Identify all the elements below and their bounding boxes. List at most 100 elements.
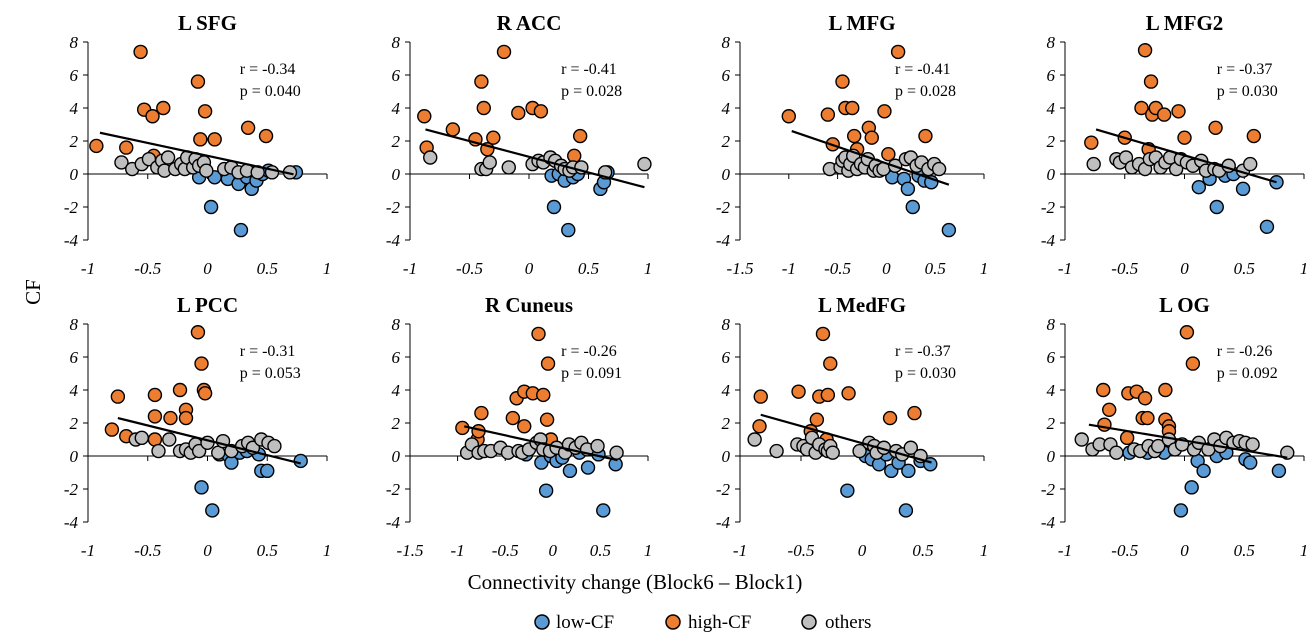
point-low-cf: [205, 503, 220, 518]
regression-line: [464, 425, 618, 462]
point-high-cf: [511, 105, 526, 121]
x-tick-label: -1: [1058, 259, 1072, 278]
y-tick-label: -4: [386, 231, 401, 250]
point-others: [482, 155, 497, 170]
point-low-cf: [1271, 463, 1287, 479]
x-tick-label: -0.5: [134, 259, 161, 278]
y-tick-label: 0: [70, 447, 79, 466]
x-tick-label: 0: [1180, 541, 1189, 560]
x-tick-label: 0.5: [590, 541, 611, 560]
point-high-cf: [156, 100, 171, 116]
point-high-cf: [486, 130, 501, 145]
x-tick-label: -1: [451, 541, 465, 560]
point-others: [903, 440, 918, 455]
point-high-cf: [1140, 410, 1155, 426]
point-low-cf: [901, 463, 916, 479]
regression-line: [1088, 423, 1288, 459]
point-high-cf: [445, 122, 461, 137]
y-tick-label: -4: [1041, 231, 1056, 250]
y-tick-label: 4: [1047, 381, 1056, 400]
y-tick-label: 0: [70, 165, 79, 184]
y-tick-label: 6: [1047, 348, 1056, 367]
x-tick-label: -0.5: [134, 541, 161, 560]
point-high-cf: [1137, 391, 1153, 406]
point-low-cf: [1196, 463, 1211, 479]
legend: low-CF high-CF others: [534, 612, 871, 633]
y-tick-label: -2: [386, 480, 401, 499]
point-others: [852, 443, 867, 459]
x-tick-label: 0: [882, 259, 891, 278]
panel-title: L MFG: [828, 11, 895, 35]
correlation-r: r = -0.34: [240, 61, 296, 78]
y-tick-label: 8: [722, 315, 731, 334]
point-high-cf: [110, 389, 126, 404]
point-high-cf: [145, 109, 160, 124]
correlation-r: r = -0.26: [561, 343, 617, 360]
x-tick-label: 0: [858, 541, 867, 560]
point-high-cf: [864, 130, 879, 145]
y-tick-label: 8: [1047, 315, 1056, 334]
point-high-cf: [1119, 430, 1135, 446]
point-high-cf: [752, 419, 767, 434]
point-high-cf: [207, 132, 222, 147]
y-tick-label: 2: [70, 414, 79, 433]
y-tick-label: -4: [386, 513, 401, 532]
x-tick-label: 1: [323, 541, 332, 560]
point-high-cf: [89, 138, 104, 154]
point-high-cf: [531, 326, 546, 342]
series-high-cf: [1096, 325, 1201, 446]
point-high-cf: [119, 140, 134, 155]
point-low-cf: [1191, 179, 1207, 195]
point-low-cf: [1235, 181, 1251, 197]
series-others: [128, 430, 282, 460]
point-high-cf: [1097, 417, 1112, 432]
y-tick-label: 4: [722, 381, 731, 400]
y-tick-label: 2: [70, 132, 79, 151]
point-low-cf: [561, 222, 576, 238]
point-high-cf: [190, 74, 206, 89]
y-tick-label: -4: [1041, 513, 1056, 532]
y-tick-label: 4: [70, 381, 79, 400]
legend-marker-low-cf: [534, 614, 550, 630]
point-others: [267, 438, 282, 454]
y-tick-label: 4: [392, 99, 401, 118]
y-tick-label: -2: [64, 198, 79, 217]
panel-l-pcc: -4 -2 0 2 4 6 8 -1 -0.5 0 0.5 1 L PCC r = -0.31 p = 0.…: [64, 293, 331, 560]
x-tick-label: 1: [980, 541, 989, 560]
point-high-cf: [197, 386, 213, 401]
y-tick-label: 6: [1047, 66, 1056, 85]
point-high-cf: [781, 109, 796, 124]
point-low-cf: [293, 453, 308, 469]
correlation-r: r = -0.37: [895, 343, 951, 360]
point-high-cf: [476, 100, 491, 116]
y-tick-label: 2: [392, 414, 401, 433]
series-others: [459, 432, 624, 460]
correlation-p: p = 0.092: [1217, 365, 1278, 382]
point-high-cf: [1084, 135, 1099, 150]
y-tick-label: 2: [392, 132, 401, 151]
point-low-cf: [1259, 219, 1275, 235]
series-low-cf: [1122, 445, 1287, 518]
y-tick-label: 0: [722, 447, 731, 466]
y-tick-label: -4: [716, 231, 731, 250]
x-tick-label: 0: [1180, 259, 1189, 278]
y-tick-label: 0: [392, 165, 401, 184]
correlation-p: p = 0.040: [240, 83, 301, 100]
x-tick-label: -1.5: [727, 259, 754, 278]
point-others: [134, 430, 149, 446]
point-others: [1280, 445, 1295, 460]
point-high-cf: [1177, 130, 1192, 145]
point-high-cf: [1185, 356, 1201, 371]
legend-label-others: others: [825, 612, 871, 633]
x-tick-label: -1: [782, 259, 796, 278]
point-high-cf: [846, 128, 862, 144]
panel-title: R ACC: [497, 11, 562, 35]
point-high-cf: [1137, 43, 1153, 58]
y-tick-label: -4: [64, 513, 79, 532]
y-tick-label: 6: [392, 348, 401, 367]
x-tick-label: -1: [403, 259, 417, 278]
point-others: [501, 160, 516, 175]
point-high-cf: [133, 44, 148, 60]
scatter-figure: CF Connectivity change (Block6 – Block1)…: [21, 11, 1306, 594]
correlation-p: p = 0.030: [1217, 83, 1278, 100]
